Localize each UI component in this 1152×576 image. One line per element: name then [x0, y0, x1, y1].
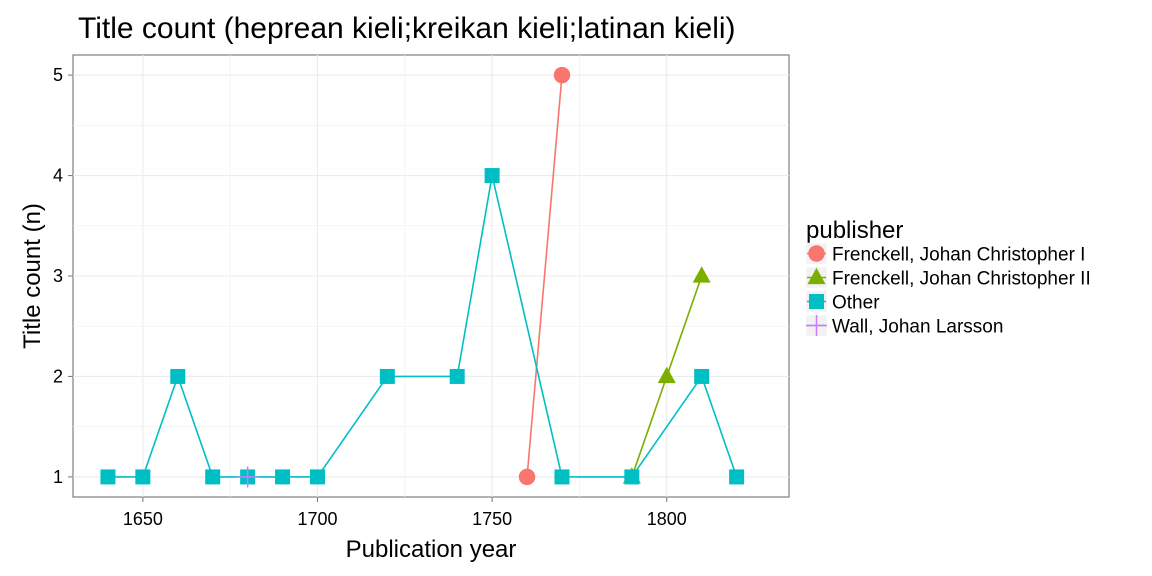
grid [73, 55, 789, 497]
chart-title: Title count (heprean kieli;kreikan kieli… [78, 12, 736, 45]
data-point-series3-0 [237, 466, 259, 488]
data-point-series2-6 [309, 469, 325, 485]
series-line-2 [107, 175, 738, 478]
legend-key-marker [807, 267, 826, 285]
x-tick-label: 1650 [123, 509, 163, 529]
legend-label: Other [832, 293, 880, 314]
legend: publisher Frenckell, Johan Christopher I… [805, 217, 1091, 338]
data-point-series2-12 [694, 368, 710, 384]
y-tick-label: 5 [53, 65, 63, 85]
legend-label: Frenckell, Johan Christopher I [832, 245, 1085, 266]
y-tick-label: 4 [53, 166, 63, 186]
x-tick-label: 1800 [647, 509, 687, 529]
data-point-series2-2 [170, 368, 186, 384]
legend-label: Wall, Johan Larsson [832, 317, 1003, 338]
series-line-0 [526, 75, 563, 477]
x-axis-title: Publication year [346, 536, 517, 563]
data-point-series2-1 [135, 469, 151, 485]
legend-label: Frenckell, Johan Christopher II [832, 269, 1091, 290]
legend-key-marker [806, 315, 827, 336]
data-point-series2-10 [554, 469, 570, 485]
y-tick-label: 3 [53, 266, 63, 286]
y-axis-title: Title count (n) [19, 203, 46, 349]
legend-title: publisher [806, 217, 903, 244]
series-layer [100, 66, 745, 488]
axis-ticks: 1650 1700 1750 1800 1 2 3 4 5 [53, 65, 687, 529]
data-point-series2-13 [729, 469, 745, 485]
legend-key-marker [809, 294, 824, 309]
data-point-series2-0 [100, 469, 116, 485]
data-point-series1-1 [657, 366, 676, 384]
data-point-series2-5 [275, 469, 291, 485]
y-tick-label: 1 [53, 467, 63, 487]
data-point-series2-11 [624, 469, 640, 485]
data-point-series2-9 [484, 168, 500, 184]
data-point-series2-3 [205, 469, 221, 485]
x-tick-label: 1750 [472, 509, 512, 529]
data-point-series0-0 [518, 468, 536, 486]
data-point-series2-8 [449, 368, 465, 384]
y-tick-label: 2 [53, 366, 63, 386]
data-point-series1-2 [692, 266, 711, 283]
data-point-series2-7 [379, 368, 395, 384]
x-tick-label: 1700 [297, 509, 337, 529]
data-point-series0-1 [553, 66, 571, 84]
legend-key-marker [808, 245, 825, 262]
